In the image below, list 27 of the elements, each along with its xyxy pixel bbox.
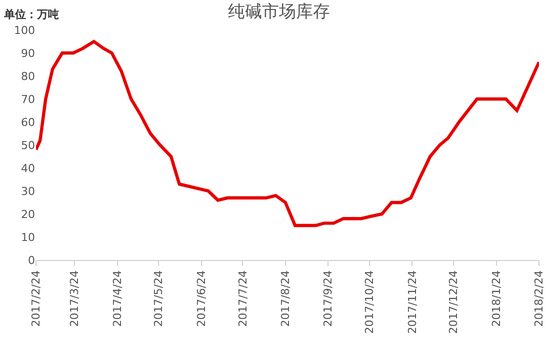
x-tick-label: 2017/5/24 (152, 270, 166, 327)
y-tick-label: 0 (28, 254, 35, 267)
x-tick-label: 2018/1/24 (490, 270, 503, 327)
y-tick-label: 100 (14, 24, 35, 37)
y-tick-label: 90 (21, 46, 35, 60)
y-tick-label: 30 (21, 184, 35, 198)
x-tick-label: 2017/8/24 (279, 270, 292, 327)
y-tick-label: 50 (21, 138, 35, 152)
line-series (36, 40, 539, 228)
x-tick-label: 2017/12/24 (447, 270, 460, 334)
y-tick-label: 60 (21, 116, 35, 129)
chart-title: 纯碱市场库存 (228, 2, 330, 22)
x-tick-label: 2017/2/24 (30, 270, 43, 327)
x-tick-label: 2017/9/24 (322, 270, 335, 327)
x-tick-label: 2017/10/24 (363, 270, 376, 334)
text: 单位：万吨 (3, 8, 59, 21)
x-tick-label: 2017/11/24 (406, 270, 419, 334)
y-tick-label: 70 (21, 92, 35, 106)
x-tick-label: 2017/3/24 (68, 270, 82, 327)
x-tick-label: 2017/4/24 (110, 270, 124, 327)
y-tick-label: 40 (21, 162, 35, 175)
x-tick-label: 2018/2/24 (532, 270, 546, 327)
y-tick-label: 20 (21, 208, 35, 221)
x-tick-label: 2017/7/24 (236, 270, 250, 327)
x-tick-label: 2017/6/24 (194, 270, 208, 327)
y-tick-label: 10 (21, 230, 35, 244)
y-tick-label: 80 (21, 70, 35, 83)
